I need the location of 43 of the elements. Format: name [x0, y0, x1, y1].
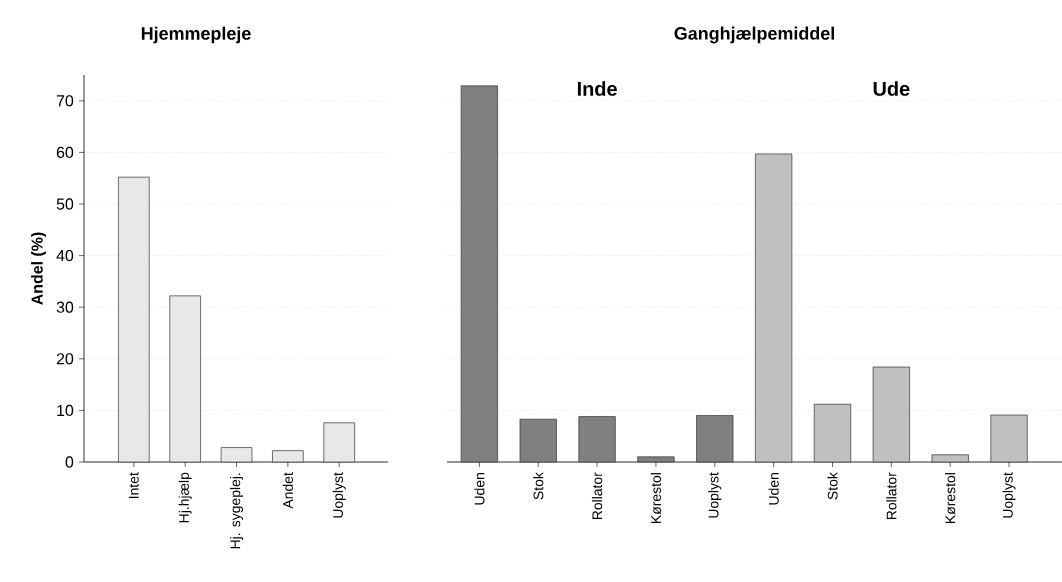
x-tick-label: Intet	[128, 472, 139, 499]
chart-title: Ganghjælpemiddel	[674, 26, 834, 44]
x-tick-label: Uoplyst	[1002, 472, 1016, 518]
bar	[169, 295, 201, 463]
x-tick-label: Kørestol	[650, 473, 662, 523]
y-tick-label: 70	[56, 95, 74, 107]
bar	[118, 176, 150, 463]
bar	[578, 416, 616, 463]
bar	[519, 418, 557, 463]
x-tick-label: Stok	[827, 472, 838, 500]
x-tick-label: Hj.hjælp	[178, 472, 192, 523]
bar	[931, 454, 969, 463]
bar	[272, 450, 304, 463]
x-tick-label: Uden	[474, 473, 485, 505]
x-tick-label: Uden	[768, 473, 779, 505]
bar	[637, 456, 675, 463]
x-tick-label: Andet	[282, 472, 293, 509]
x-tick-label: Uoplyst	[708, 472, 722, 518]
x-tick-label: Uoplyst	[332, 472, 346, 518]
bar	[696, 415, 734, 463]
y-tick-label: 50	[56, 198, 74, 210]
y-axis-title: Andel (%)	[31, 232, 46, 305]
text: Inde	[577, 81, 617, 96]
y-tick-label: 0	[65, 456, 74, 468]
x-tick-label: Kørestol	[945, 473, 956, 523]
chart-title: Hjemmepleje	[141, 26, 251, 44]
bar	[813, 403, 852, 463]
y-tick-label: 40	[56, 249, 74, 262]
y-tick-label: 20	[56, 353, 74, 365]
bar	[220, 447, 253, 463]
bar	[990, 414, 1028, 463]
x-tick-label: Rollator	[886, 472, 897, 520]
bar	[872, 366, 910, 463]
text: Ude	[873, 81, 910, 96]
y-tick-label: 30	[56, 301, 74, 313]
y-tick-label: 10	[57, 404, 74, 417]
x-tick-label: Rollator	[591, 472, 603, 520]
bar	[460, 85, 498, 463]
x-tick-label: Stok	[533, 472, 544, 500]
x-tick-label: Hj. sygeplej.	[230, 473, 244, 549]
bar	[755, 153, 793, 463]
bar	[323, 422, 355, 463]
y-tick-label: 60	[56, 146, 74, 159]
